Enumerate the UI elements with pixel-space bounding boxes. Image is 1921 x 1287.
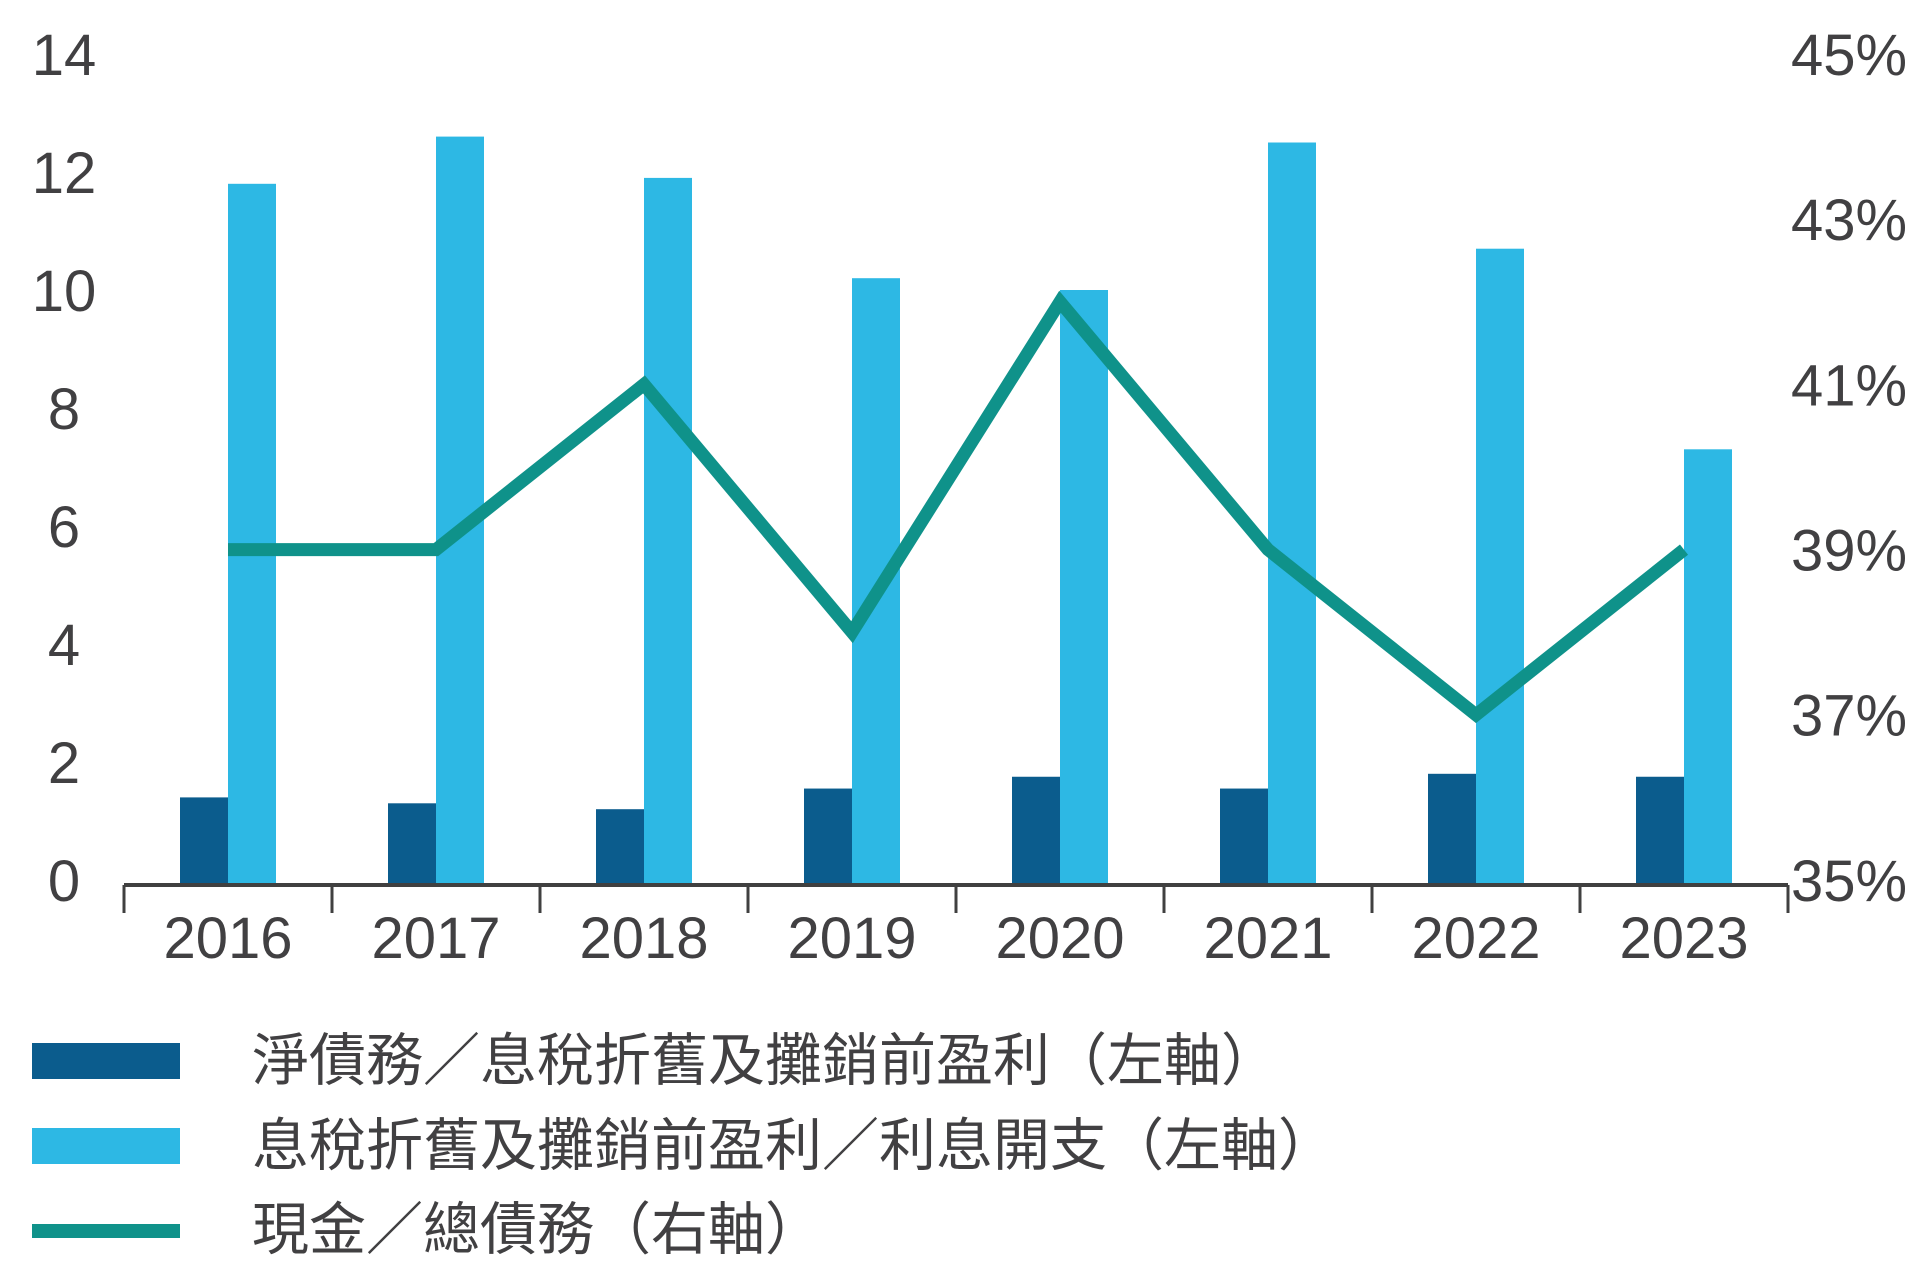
bar-light-2023 [1684, 449, 1732, 887]
right-axis-tick-label: 41% [1791, 353, 1907, 418]
bar-dark-2018 [596, 809, 644, 887]
legend-item-cash-total-debt: 現金／總債務（右軸） [32, 1199, 1432, 1262]
legend-label: 現金／總債務（右軸） [252, 1198, 822, 1263]
chart-legend: 淨債務／息稅折舊及攤銷前盈利（左軸） 息稅折舊及攤銷前盈利／利息開支（左軸） 現… [32, 1030, 1432, 1262]
right-axis-tick-label: 39% [1791, 518, 1907, 583]
left-axis-tick-label: 12 [32, 141, 97, 206]
x-axis-label-2018: 2018 [579, 906, 708, 971]
x-axis-label-2016: 2016 [163, 906, 292, 971]
light-blue-bar-swatch [32, 1128, 180, 1165]
legend-label: 息稅折舊及攤銷前盈利／利息開支（左軸） [252, 1113, 1335, 1178]
bar-dark-2016 [180, 797, 228, 887]
right-axis-tick-label: 43% [1791, 188, 1907, 253]
legend-item-ebitda-interest: 息稅折舊及攤銷前盈利／利息開支（左軸） [32, 1113, 1432, 1178]
line-cash-total-debt [228, 290, 1689, 724]
bar-dark-2020 [1012, 776, 1060, 887]
left-axis-tick-labels: 0 2 4 6 8 10 12 14 [32, 23, 97, 914]
left-axis-tick-label: 4 [48, 613, 80, 678]
bar-dark-2019 [804, 788, 852, 887]
x-axis-label-2021: 2021 [1203, 906, 1332, 971]
legend-label: 淨債務／息稅折舊及攤銷前盈利（左軸） [252, 1029, 1278, 1093]
left-axis-tick-label: 8 [48, 377, 80, 442]
right-axis-tick-label: 37% [1791, 684, 1907, 749]
left-axis-tick-label: 2 [48, 731, 80, 796]
bar-dark-2021 [1220, 788, 1268, 887]
right-axis-tick-labels: 35% 37% 39% 41% 43% 45% [1791, 23, 1907, 914]
bar-dark-2023 [1636, 776, 1684, 887]
teal-line-swatch [32, 1223, 180, 1238]
bars-ebitda-interest [228, 136, 1732, 888]
x-axis-label-2020: 2020 [995, 906, 1124, 971]
x-axis-label-2022: 2022 [1411, 906, 1540, 971]
bar-light-2018 [644, 177, 692, 887]
bar-dark-2022 [1428, 773, 1476, 887]
right-axis-tick-label: 45% [1791, 23, 1907, 88]
bar-light-2021 [1268, 142, 1316, 887]
left-axis-tick-label: 10 [32, 259, 97, 324]
bars-net-debt-ebitda [180, 773, 1684, 887]
left-axis-tick-label: 6 [48, 495, 80, 560]
bar-light-2016 [228, 183, 276, 888]
x-axis-label-2017: 2017 [371, 906, 500, 971]
left-axis-tick-label: 0 [48, 849, 80, 914]
legend-item-net-debt-ebitda: 淨債務／息稅折舊及攤銷前盈利（左軸） [32, 1030, 1432, 1093]
right-axis-tick-label: 35% [1791, 849, 1907, 914]
x-axis [122, 883, 1790, 913]
x-axis-category-labels: 2016 2017 2018 2019 2020 2021 2022 2023 [163, 906, 1748, 971]
bar-light-2020 [1060, 290, 1108, 887]
left-axis-tick-label: 14 [32, 23, 97, 88]
dark-blue-bar-swatch [32, 1043, 180, 1080]
bar-light-2022 [1476, 248, 1524, 887]
x-axis-label-2023: 2023 [1619, 906, 1748, 971]
bar-dark-2017 [388, 803, 436, 887]
x-axis-label-2019: 2019 [787, 906, 916, 971]
